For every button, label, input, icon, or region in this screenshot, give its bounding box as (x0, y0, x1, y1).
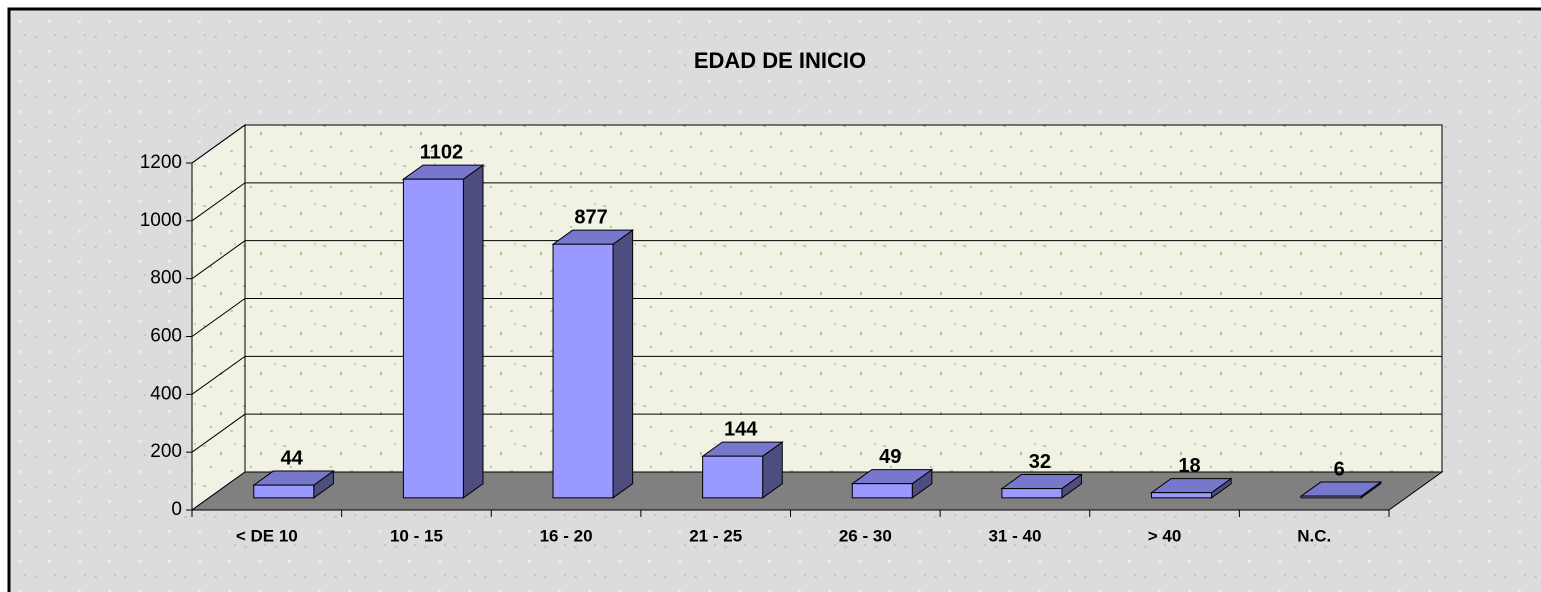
y-tick-label: 600 (150, 326, 182, 347)
data-label: 144 (724, 418, 758, 440)
chart-title: EDAD DE INICIO (694, 48, 866, 73)
data-label: 18 (1178, 455, 1200, 477)
grid-line (191, 298, 1442, 337)
x-tick-label: 16 - 20 (540, 526, 593, 545)
bar (702, 455, 764, 499)
bar (851, 483, 913, 499)
bar (402, 178, 464, 499)
grid-line (191, 182, 1442, 222)
x-tick-label: 26 - 30 (839, 526, 892, 545)
data-label: 49 (879, 446, 901, 468)
x-tick-label: 21 - 25 (689, 526, 742, 545)
bar (1001, 488, 1063, 499)
x-tick-label: 10 - 15 (390, 526, 443, 545)
floor (190, 471, 1444, 511)
data-label: 1102 (420, 141, 463, 163)
y-tick-label: 800 (150, 268, 182, 289)
grid-line (191, 240, 1442, 280)
y-tick-label: 1200 (140, 152, 182, 173)
bar (1151, 492, 1213, 499)
x-tick-label: > 40 (1148, 526, 1182, 545)
y-tick-label: 0 (171, 499, 182, 520)
x-tick-label: 31 - 40 (988, 526, 1041, 545)
bar (552, 243, 614, 499)
y-tick-label: 400 (150, 383, 182, 404)
y-tick-label: 1000 (140, 210, 182, 231)
data-label: 32 (1029, 451, 1051, 473)
y-tick-label: 200 (150, 441, 182, 462)
bar-side (462, 164, 484, 499)
grid-line (191, 355, 1442, 395)
bar (253, 484, 315, 499)
bar (1300, 495, 1362, 499)
data-label: 877 (574, 207, 607, 229)
grid-line (191, 413, 1442, 453)
grid-line (191, 124, 1442, 164)
x-tick-label: < DE 10 (236, 526, 298, 545)
bar-side (612, 229, 634, 499)
x-tick-label: N.C. (1297, 526, 1331, 545)
data-label: 6 (1334, 458, 1345, 480)
data-label: 44 (281, 447, 304, 469)
